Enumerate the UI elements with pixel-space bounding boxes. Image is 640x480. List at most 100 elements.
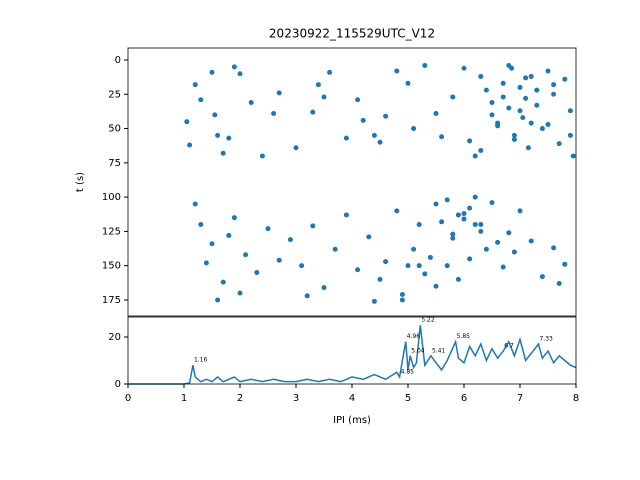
point: [383, 113, 389, 119]
point: [450, 231, 456, 237]
point: [461, 216, 467, 222]
point: [321, 94, 327, 100]
y-tick-label: 175: [102, 295, 121, 306]
point: [517, 84, 523, 90]
x-tick-label: 2: [237, 393, 243, 404]
x-tick-label: 3: [293, 393, 299, 404]
point: [220, 150, 226, 156]
point: [237, 290, 243, 296]
point: [439, 219, 445, 225]
point: [455, 212, 461, 218]
peak-label: 5.41: [432, 347, 446, 354]
y-tick-label: 100: [102, 192, 121, 203]
point: [472, 222, 478, 228]
point: [467, 256, 473, 262]
point: [523, 95, 529, 101]
point: [562, 261, 568, 267]
point: [570, 153, 576, 159]
point: [500, 264, 506, 270]
point: [215, 297, 221, 303]
point: [528, 73, 534, 79]
point: [259, 153, 265, 159]
point: [500, 94, 506, 100]
point: [422, 62, 428, 68]
point: [472, 153, 478, 159]
point: [556, 281, 562, 287]
point: [248, 100, 254, 106]
point: [489, 200, 495, 206]
line: [128, 325, 577, 385]
point: [545, 121, 551, 127]
point: [187, 142, 193, 148]
y-tick-label: 25: [108, 89, 121, 100]
point: [332, 246, 338, 252]
point: [500, 80, 506, 86]
point: [489, 100, 495, 106]
point: [394, 68, 400, 74]
peak-label: 1.16: [194, 357, 208, 364]
point: [310, 109, 316, 115]
point: [355, 267, 361, 273]
point: [461, 211, 467, 217]
point: [198, 222, 204, 228]
point: [483, 87, 489, 93]
y-tick-label: 0: [115, 55, 121, 66]
point: [215, 132, 221, 138]
peak-label: 5.04: [411, 347, 425, 354]
point: [310, 223, 316, 229]
point: [321, 285, 327, 291]
point: [383, 259, 389, 265]
point: [539, 274, 545, 280]
point: [377, 276, 383, 282]
point: [399, 297, 405, 303]
point: [371, 132, 377, 138]
point: [511, 249, 517, 255]
point: [467, 205, 473, 211]
point: [511, 137, 517, 143]
point: [478, 147, 484, 153]
peak-label: 5.22: [421, 317, 435, 324]
point: [562, 76, 568, 82]
point: [534, 87, 540, 93]
point: [528, 238, 534, 244]
point: [551, 82, 557, 88]
point: [433, 283, 439, 289]
point: [422, 271, 428, 277]
point: [231, 215, 237, 221]
point: [439, 134, 445, 140]
peak-label: 7.33: [539, 336, 553, 343]
x-tick-label: 7: [517, 393, 523, 404]
point: [551, 245, 557, 251]
point: [226, 233, 232, 239]
y-tick-label: 20: [108, 332, 121, 343]
y-tick-label: 50: [108, 124, 121, 135]
point: [461, 65, 467, 71]
point: [271, 110, 277, 116]
x-tick-label: 4: [349, 393, 355, 404]
point: [315, 82, 321, 88]
y-tick-label: 75: [108, 158, 121, 169]
point: [287, 237, 293, 243]
point: [416, 263, 422, 269]
point: [416, 222, 422, 228]
point: [523, 75, 529, 81]
point: [483, 246, 489, 252]
peak-label: 4.85: [401, 368, 415, 375]
point: [427, 254, 433, 260]
point: [377, 139, 383, 145]
point: [405, 80, 411, 86]
chart-title: 20230922_115529UTC_V12: [269, 27, 435, 41]
point: [355, 97, 361, 103]
point: [534, 102, 540, 108]
point: [433, 110, 439, 116]
point: [411, 126, 417, 132]
point: [192, 201, 198, 207]
point: [495, 239, 501, 245]
point: [495, 120, 501, 126]
x-tick-label: 0: [125, 393, 131, 404]
point: [455, 276, 461, 282]
point: [467, 138, 473, 144]
x-axis-label: IPI (ms): [333, 415, 371, 426]
point: [192, 82, 198, 88]
